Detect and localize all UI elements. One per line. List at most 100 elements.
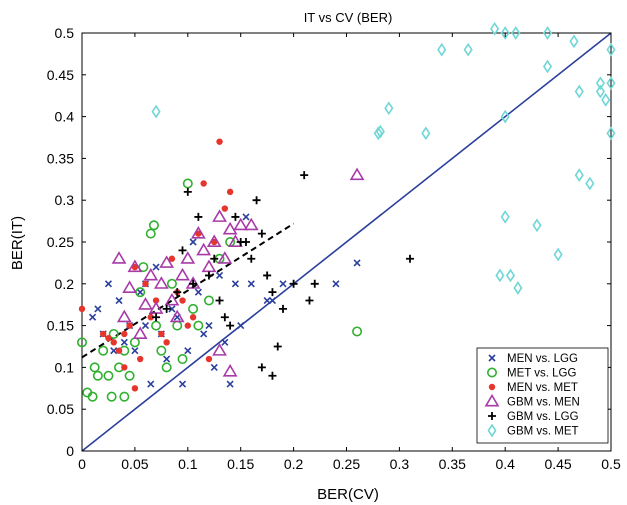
data-point (111, 251, 127, 264)
data-point (99, 330, 107, 338)
data-point (511, 26, 521, 40)
legend-marker (488, 383, 496, 391)
y-tick-label: 0.1 (55, 359, 75, 375)
data-point (233, 217, 249, 231)
data-point (173, 288, 182, 297)
data-point (226, 321, 235, 330)
data-point (532, 218, 542, 233)
data-point (103, 370, 114, 381)
data-point (115, 347, 123, 354)
data-point (553, 247, 563, 262)
x-axis-label: BER(CV) (317, 486, 379, 503)
data-point (231, 280, 239, 288)
data-point (241, 238, 250, 246)
data-point (147, 314, 154, 321)
data-point (132, 326, 148, 339)
data-point (237, 322, 245, 330)
data-point (78, 305, 86, 313)
data-point (153, 276, 169, 289)
data-point (108, 328, 119, 339)
data-point (542, 59, 553, 74)
legend-label: GBM vs. MEN (507, 397, 580, 409)
data-point (168, 305, 176, 313)
legend-marker (487, 423, 497, 438)
chart-title: IT vs CV (BER) (304, 10, 393, 25)
data-point (147, 380, 155, 388)
data-point (87, 391, 98, 402)
x-tick-label: 0.4 (495, 456, 515, 472)
data-point (569, 34, 579, 49)
series-diamond (151, 21, 616, 295)
data-point (98, 345, 109, 356)
data-point (279, 304, 288, 313)
data-point (163, 339, 170, 346)
data-point (268, 288, 277, 297)
y-tick-label: 0 (66, 443, 74, 459)
data-point (220, 313, 229, 322)
data-point (247, 280, 255, 288)
data-point (145, 228, 156, 239)
data-point (212, 209, 227, 222)
y-tick-label: 0.45 (47, 67, 74, 83)
data-point (124, 370, 135, 381)
y-tick-label: 0.3 (55, 192, 75, 208)
data-point (156, 345, 167, 356)
data-point (131, 385, 139, 392)
x-tick-label: 0.3 (390, 456, 410, 472)
x-tick-label: 0.35 (439, 456, 466, 472)
data-point (405, 254, 414, 263)
legend-marker (486, 367, 497, 378)
data-point (373, 126, 383, 141)
data-point (200, 180, 207, 187)
data-point (595, 84, 605, 99)
y-tick-label: 0.4 (55, 109, 75, 125)
data-point (215, 296, 224, 305)
x-tick-label: 0.45 (544, 456, 571, 472)
data-point (437, 42, 447, 57)
data-point (168, 255, 176, 262)
data-point (195, 230, 202, 237)
data-point (151, 320, 162, 331)
data-point (463, 42, 473, 57)
data-point (574, 84, 584, 99)
data-point (131, 347, 139, 355)
legend-box (476, 347, 609, 444)
data-point (175, 267, 190, 281)
data-point (500, 26, 510, 40)
data-point (148, 301, 164, 314)
y-tick-label: 0.15 (47, 318, 74, 334)
data-point (205, 355, 213, 363)
data-point (252, 196, 261, 205)
data-point (505, 268, 516, 283)
data-point (183, 187, 192, 196)
data-point (289, 279, 298, 288)
data-point (121, 330, 128, 338)
data-point (194, 288, 202, 296)
legend-marker (488, 412, 496, 420)
data-points (77, 21, 616, 402)
series-plus (152, 171, 414, 380)
data-point (138, 297, 153, 310)
data-point (121, 364, 128, 371)
data-point (221, 205, 229, 212)
y-tick-label: 0.05 (47, 401, 74, 417)
data-point (122, 280, 138, 293)
data-point (110, 339, 117, 346)
data-point (184, 322, 191, 329)
data-point (189, 314, 197, 321)
data-point (500, 210, 510, 224)
data-point (136, 355, 144, 363)
x-tick-label: 0.15 (227, 456, 254, 472)
data-point (189, 238, 197, 246)
data-point (247, 254, 256, 263)
data-point (210, 363, 218, 371)
data-point (143, 267, 159, 281)
data-point (200, 330, 208, 338)
legend-label: MET vs. LGG (507, 368, 576, 380)
x-tick-label: 0.5 (601, 456, 621, 472)
data-point (115, 296, 123, 305)
legend-label: MEN vs. MET (507, 382, 578, 394)
data-point (196, 242, 212, 256)
data-point (77, 337, 88, 348)
